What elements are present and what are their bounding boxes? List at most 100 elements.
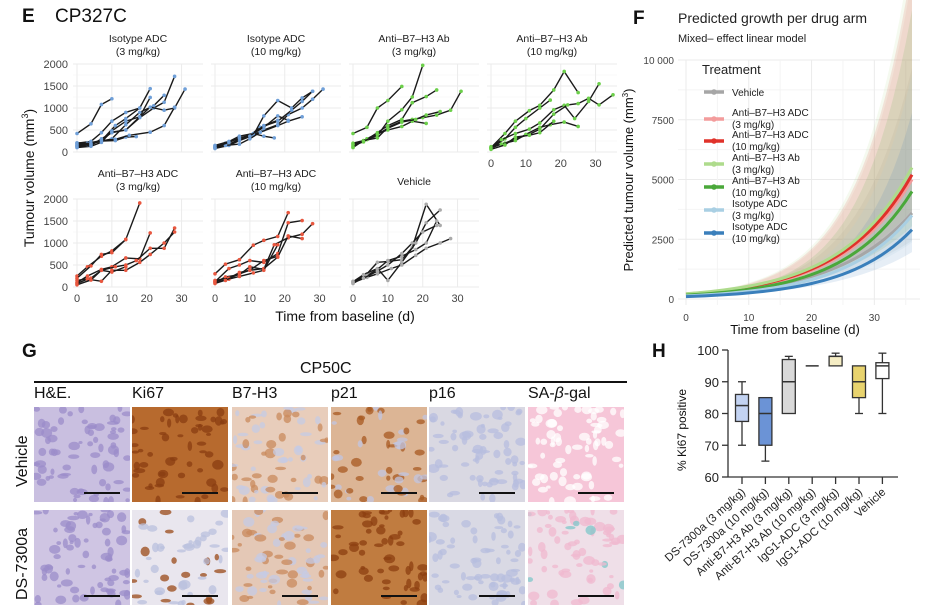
data-point (127, 133, 132, 138)
data-point (300, 96, 304, 100)
cell-nucleus (41, 574, 48, 581)
histology-image (429, 510, 525, 605)
data-point (424, 121, 429, 126)
cell-nucleus (56, 541, 62, 546)
tissue-texture (429, 407, 525, 502)
cell-nucleus (38, 447, 47, 457)
histology-image (528, 407, 624, 502)
tissue-texture (331, 407, 427, 502)
tumour-trajectory-line (214, 90, 314, 149)
data-point (89, 141, 93, 146)
cell-nucleus (359, 540, 368, 546)
cell-nucleus (564, 496, 576, 502)
cell-nucleus (272, 538, 281, 547)
panel-h-letter: H (652, 341, 666, 362)
cell-nucleus (242, 439, 250, 449)
cell-nucleus (132, 579, 138, 583)
cell-nucleus (592, 440, 599, 451)
cell-nucleus (81, 419, 88, 425)
cell-nucleus (505, 457, 512, 465)
data-point (513, 125, 518, 130)
cell-nucleus (291, 411, 300, 418)
x-tick-label: 20 (141, 293, 153, 305)
data-point (597, 82, 601, 86)
cell-nucleus (215, 520, 224, 526)
cell-nucleus (565, 525, 576, 530)
stain-label: p16 (429, 385, 456, 402)
cell-nucleus (518, 586, 525, 595)
cell-nucleus (487, 428, 499, 434)
data-point (375, 269, 380, 273)
data-point (89, 278, 93, 282)
cell-nucleus (441, 580, 450, 584)
cell-nucleus (456, 594, 462, 599)
tumour-trajectory-line (76, 98, 113, 135)
cell-nucleus (501, 574, 513, 583)
cell-nucleus (300, 432, 312, 437)
cell-nucleus (377, 568, 385, 574)
data-point (448, 236, 453, 241)
cell-nucleus (300, 454, 306, 461)
data-point (275, 234, 280, 239)
cell-nucleus (220, 510, 228, 518)
cell-nucleus (569, 510, 577, 521)
data-point (162, 123, 166, 128)
cell-nucleus (470, 527, 478, 535)
cell-nucleus (60, 579, 73, 587)
cell-nucleus (384, 515, 389, 520)
facet-title: Anti–B7–H3 ADC (236, 168, 317, 180)
data-point (110, 130, 114, 135)
cell-nucleus (267, 585, 273, 589)
cell-nucleus (609, 574, 614, 579)
cell-nucleus (417, 564, 427, 571)
tumour-trajectory-line (490, 70, 579, 149)
cell-nucleus (586, 418, 593, 424)
cell-nucleus (295, 407, 306, 411)
cell-nucleus (461, 520, 471, 528)
data-point (124, 128, 128, 132)
cell-nucleus (497, 515, 506, 525)
cell-nucleus (260, 579, 268, 584)
cell-nucleus (92, 522, 98, 529)
cell-nucleus (561, 407, 568, 411)
cell-nucleus (221, 547, 228, 552)
cell-nucleus (296, 526, 308, 530)
cell-nucleus (203, 558, 210, 565)
cell-nucleus (348, 541, 359, 547)
cell-nucleus (49, 544, 61, 554)
tumour-trajectory-line (352, 85, 403, 135)
data-point (113, 264, 118, 269)
cell-nucleus (584, 517, 597, 526)
cell-nucleus (268, 574, 281, 585)
cell-nucleus (479, 433, 487, 440)
cell-nucleus (242, 496, 248, 502)
data-point (513, 138, 518, 143)
cell-nucleus (74, 537, 81, 548)
cell-nucleus (385, 466, 393, 474)
cell-nucleus (212, 459, 224, 470)
cell-nucleus (37, 465, 47, 474)
tumour-trajectory-line (214, 219, 303, 283)
data-point (438, 241, 442, 245)
cell-nucleus (255, 571, 268, 579)
cell-nucleus (491, 599, 499, 605)
tissue-texture (331, 510, 427, 605)
cell-nucleus (493, 432, 504, 440)
cell-nucleus (618, 580, 624, 590)
cell-nucleus (307, 585, 312, 591)
cell-nucleus (204, 451, 214, 458)
cell-nucleus (483, 414, 490, 419)
cell-nucleus (378, 410, 383, 421)
cell-nucleus (578, 432, 590, 441)
e-y-label-sup: 3 (20, 114, 30, 119)
cell-nucleus (82, 550, 90, 559)
cell-nucleus (77, 510, 88, 520)
cell-nucleus (546, 430, 556, 440)
scale-bar (381, 492, 417, 494)
x-tick-label: 10 (244, 293, 256, 305)
y-tick-label: 2000 (44, 194, 68, 206)
cell-nucleus (41, 421, 51, 429)
cell-nucleus (91, 464, 98, 475)
cell-nucleus (570, 553, 582, 558)
data-point (513, 131, 518, 136)
